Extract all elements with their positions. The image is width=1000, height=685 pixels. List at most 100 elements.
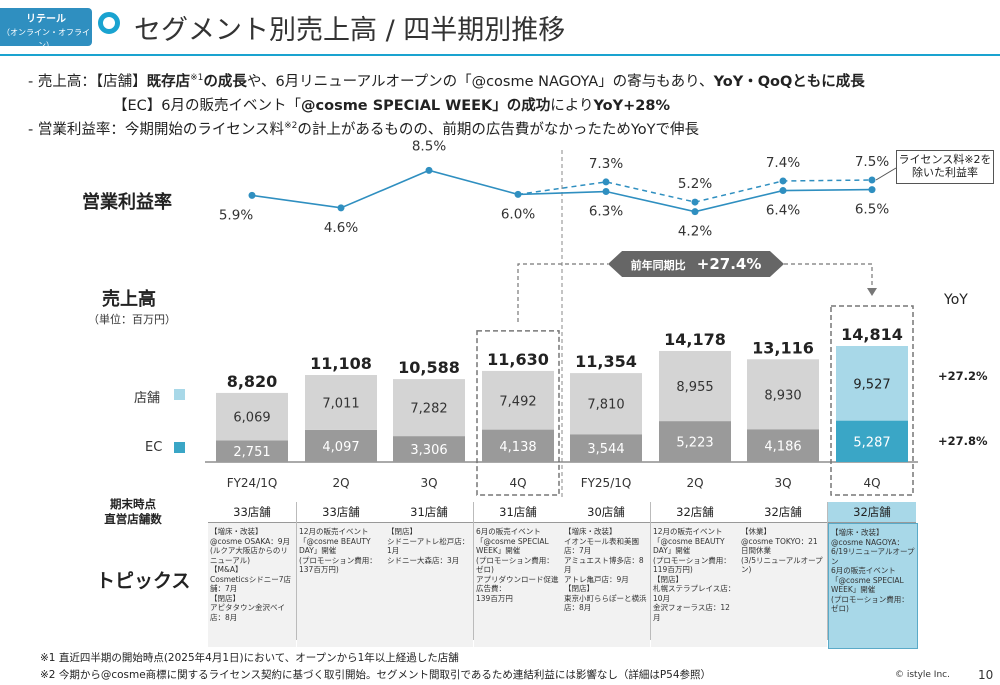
store-count-cell: 31店舗 [474, 502, 562, 523]
op-margin-ex-license-label: 7.4% [766, 155, 800, 171]
bar-ec [216, 440, 288, 462]
bar-store [570, 373, 642, 435]
category-tick-label: 3Q [420, 476, 437, 490]
op-margin-point [425, 166, 433, 174]
bullet-sales-store: - 売上高：【店舗】既存店※1の成長や、6月リニューアルオープンの「@cosme… [28, 73, 865, 90]
bar-ec [393, 436, 465, 462]
store-count-cell: 33店舗 [297, 502, 385, 523]
store-count-cell: 32店舗 [739, 502, 827, 523]
license-note-line1: ライセンス料※2を [898, 153, 992, 166]
bar-store [482, 370, 554, 430]
page-title: セグメント別売上高 / 四半期別推移 [134, 15, 566, 46]
topic-cell: 【閉店】 シドニーアトレ松戸店：1月 シドニー大森店：3月 [385, 523, 473, 647]
store-count-cell: 33店舗 [208, 502, 296, 523]
op-margin-ex-license-label: 7.3% [589, 156, 623, 172]
op-margin-point [868, 186, 876, 194]
op-margin-point [248, 191, 256, 199]
footnote-1: ※1 直近四半期の開始時点(2025年4月1日)において、オープンから1年以上経… [40, 652, 459, 664]
ec-value-label: 4,138 [499, 440, 536, 455]
legend-ec-label: EC [145, 440, 163, 455]
category-tick-label: 2Q [686, 476, 703, 490]
op-margin-label: 5.9% [219, 207, 253, 223]
bar-store [659, 350, 731, 422]
store-value-label: 7,492 [499, 394, 536, 409]
segment-tag: リテール （オンライン・オフライン） [0, 8, 92, 50]
store-value-label: 9,527 [853, 377, 890, 392]
bar-ec [836, 420, 908, 462]
bar-ec [305, 429, 377, 462]
segment-tag-label: リテール [26, 14, 66, 25]
op-margin-point [779, 187, 787, 195]
total-value-label: 11,354 [575, 352, 637, 371]
op-margin-label: 6.4% [766, 203, 800, 219]
store-value-label: 7,810 [587, 398, 624, 413]
bar-ec [747, 429, 819, 462]
store-value-label: 6,069 [233, 411, 270, 426]
highlight-box [830, 305, 914, 496]
total-value-label: 11,630 [487, 350, 549, 369]
op-margin-point [691, 208, 699, 216]
yoy-ec: +27.8% [938, 434, 988, 448]
store-value-label: 7,282 [410, 402, 447, 417]
topic-cell: 12月の販売イベント 「@cosme BEAUTY DAY」開催 (プロモーショ… [297, 523, 385, 647]
store-value-label: 8,930 [764, 388, 801, 403]
category-tick-label: FY25/1Q [581, 476, 632, 490]
ring-icon [98, 12, 120, 34]
op-margin-label: 4.2% [678, 224, 712, 240]
legend-store-swatch [174, 389, 185, 400]
bar-ec [570, 434, 642, 462]
bullet-sales-ec: 【EC】6月の販売イベント「@cosme SPECIAL WEEK」の成功により… [113, 98, 670, 114]
topic-cell: 【増床・改装】 イオンモール表和美園店：7月 アミュエスト博多店：8月 アトレ亀… [562, 523, 650, 647]
store-count-label: 期末時点 直営店舗数 [104, 497, 162, 526]
bar-ec [659, 421, 731, 462]
op-margin-ex-license-point [691, 198, 699, 206]
bar-store [747, 359, 819, 430]
license-note-pointer [875, 167, 897, 181]
topic-cell: 【増床・改装】 @cosme OSAKA：9月 (ルクア大阪店からのリニューアル… [208, 523, 296, 647]
total-value-label: 14,178 [664, 330, 726, 349]
ec-value-label: 2,751 [233, 445, 270, 460]
title-divider [0, 54, 1000, 56]
footnote-2: ※2 今期から@cosme商標に関するライセンス契約に基づく取引開始。セグメント… [40, 669, 712, 681]
op-margin-label: 営業利益率 [82, 192, 172, 213]
op-margin-ex-license-label: 5.2% [678, 176, 712, 192]
ec-value-label: 5,287 [853, 435, 890, 450]
license-note-box: ライセンス料※2を 除いた利益率 [896, 150, 994, 184]
yoy-badge: 前年同期比 +27.4% [608, 251, 784, 277]
legend-ec-swatch [174, 442, 185, 453]
category-tick-label: FY24/1Q [227, 476, 278, 490]
sales-label: 売上高 [102, 289, 156, 310]
topic-cell: 6月の販売イベント 「@cosme SPECIAL WEEK」開催 (プロモーシ… [474, 523, 562, 647]
segment-tag-sublabel: （オンライン・オフライン） [2, 28, 90, 50]
bar-store [305, 375, 377, 430]
op-margin-ex-license-label: 7.5% [855, 154, 889, 170]
bar-store [836, 346, 908, 421]
op-margin-point [337, 204, 345, 212]
bar-store [216, 392, 288, 441]
table-column-divider [650, 502, 651, 640]
page-number: 10 [978, 668, 994, 682]
legend-store-label: 店舗 [134, 391, 161, 406]
op-margin-label: 6.3% [589, 204, 623, 220]
bar-store [393, 379, 465, 437]
store-count-cell: 31店舗 [385, 502, 473, 523]
sales-unit: （単位：百万円） [88, 313, 176, 326]
yoy-header: YoY [944, 292, 968, 308]
category-tick-label: 3Q [774, 476, 791, 490]
yoy-bracket-left [517, 263, 608, 322]
op-margin-label: 6.0% [501, 206, 535, 222]
category-tick-label: 2Q [332, 476, 349, 490]
total-value-label: 13,116 [752, 338, 814, 357]
store-value-label: 7,011 [322, 396, 359, 411]
ec-value-label: 4,097 [322, 440, 359, 455]
table-column-divider [296, 502, 297, 640]
table-column-divider [473, 502, 474, 640]
op-margin-line [251, 169, 873, 213]
bar-ec [482, 429, 554, 462]
yoy-bracket-arrow [867, 288, 877, 296]
store-count-cell: 32店舗 [651, 502, 739, 523]
op-margin-point [602, 188, 610, 196]
store-count-cell: 30店舗 [562, 502, 650, 523]
op-margin-label: 6.5% [855, 202, 889, 218]
